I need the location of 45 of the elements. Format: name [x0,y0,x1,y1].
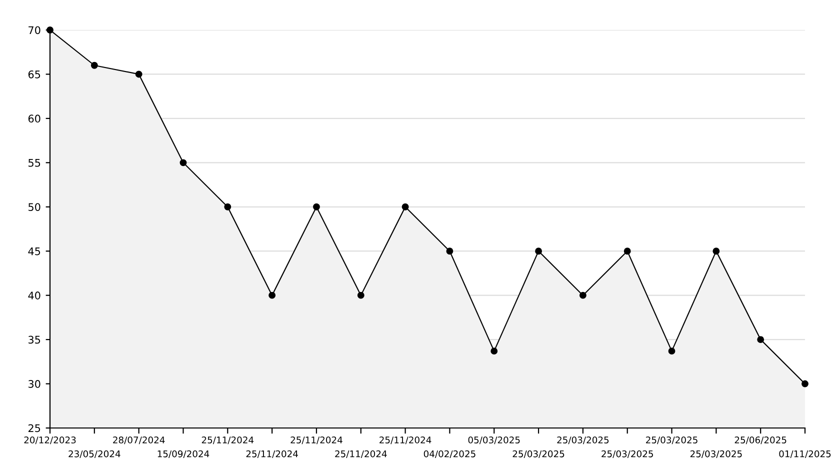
y-tick-label: 50 [28,203,40,211]
point [357,292,364,299]
point [668,348,676,355]
x-tick-label: 28/07/2024 [113,436,165,444]
x-tick-label: 25/03/2025 [602,450,653,458]
x-tick-label: 25/11/2024 [380,436,432,444]
point [802,380,808,388]
y-tick-label: 40 [28,292,40,300]
point [135,70,142,78]
x-tick-label: 20/12/2023 [24,436,76,444]
point [268,292,276,299]
x-tick-label: 25/11/2024 [246,450,298,458]
x-tick-label: 01/11/2025 [779,450,831,458]
y-tick-label: 45 [28,247,40,256]
x-tick-label: 23/05/2024 [68,450,120,458]
y-tick-label: 60 [28,114,40,123]
point [624,248,631,255]
x-tick-label: 25/11/2024 [290,436,342,444]
point [446,248,454,255]
x-tick-label: 25/03/2025 [512,450,564,458]
x-tick-label: 04/02/2025 [424,450,476,458]
point [180,159,187,166]
x-tick-label: 25/11/2024 [335,450,387,458]
x-tick-label: 05/03/2025 [468,436,520,444]
x-tick-label: 25/03/2025 [646,436,698,444]
y-tick-label: 25 [28,424,40,432]
x-tick-label: 15/09/2024 [158,450,210,458]
point [712,248,720,255]
x-tick-label: 25/11/2024 [202,436,254,444]
point [535,248,542,255]
point [313,203,320,210]
point [90,62,98,69]
point [757,336,764,344]
y-tick-label: 65 [28,70,40,78]
point [490,348,498,355]
x-tick-label: 25/03/2025 [690,450,742,458]
point [579,292,586,299]
y-tick-label: 70 [28,26,40,34]
x-tick-label: 25/06/2025 [734,436,786,444]
x-tick-label: 25/03/2025 [557,436,609,444]
y-tick-label: 30 [28,380,40,388]
point [224,203,232,210]
point [402,203,409,210]
y-tick-label: 55 [28,159,40,167]
y-tick-label: 35 [28,336,40,344]
